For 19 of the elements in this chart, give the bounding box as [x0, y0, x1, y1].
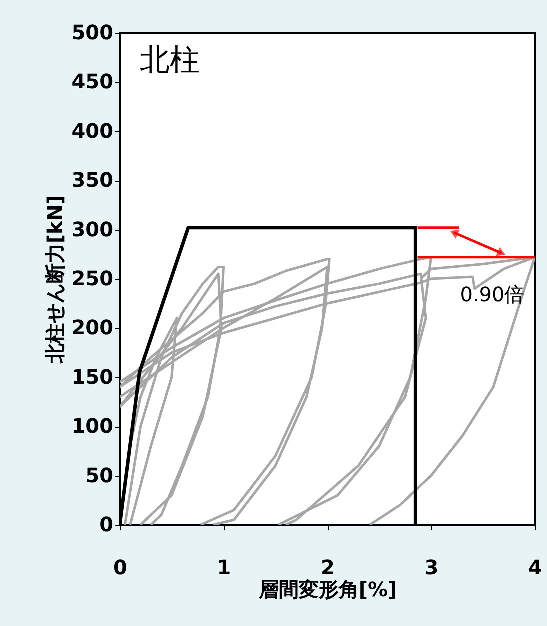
x-tick-label: 2 — [321, 556, 335, 580]
y-tick-label: 0 — [100, 512, 114, 536]
x-tick-label: 4 — [528, 556, 542, 580]
y-tick-label: 450 — [72, 70, 114, 94]
y-tick-label: 350 — [72, 168, 114, 192]
y-tick-label: 50 — [86, 463, 114, 488]
x-tick-label: 1 — [217, 556, 232, 580]
y-tick-label: 300 — [72, 217, 114, 242]
y-tick-label: 150 — [72, 364, 114, 389]
chart-title: 北柱 — [140, 43, 200, 78]
y-tick-label: 250 — [72, 266, 114, 290]
y-axis-title: 北柱せん断力[kN] — [42, 195, 67, 365]
x-axis-title: 層間変形角[%] — [258, 578, 398, 602]
annotation: 0.90倍 — [460, 282, 525, 306]
y-tick-label: 200 — [72, 316, 114, 340]
y-tick-label: 100 — [72, 414, 114, 438]
x-tick-label: 3 — [424, 556, 439, 580]
y-tick-label: 500 — [72, 20, 114, 44]
y-tick-label: 400 — [72, 118, 114, 143]
